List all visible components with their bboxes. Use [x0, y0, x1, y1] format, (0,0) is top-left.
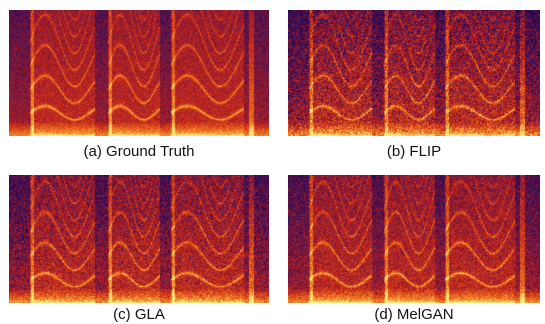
spectrogram-image [288, 10, 540, 136]
spectrogram-image [9, 10, 269, 136]
panel-caption: (d) MelGAN [374, 306, 454, 323]
panel-caption: (b) FLIP [386, 143, 442, 160]
panel-caption: (c) GLA [113, 306, 165, 323]
panel-caption: (a) Ground Truth [83, 143, 195, 160]
spectrogram-image [288, 175, 540, 303]
spectrogram-image [9, 175, 269, 303]
